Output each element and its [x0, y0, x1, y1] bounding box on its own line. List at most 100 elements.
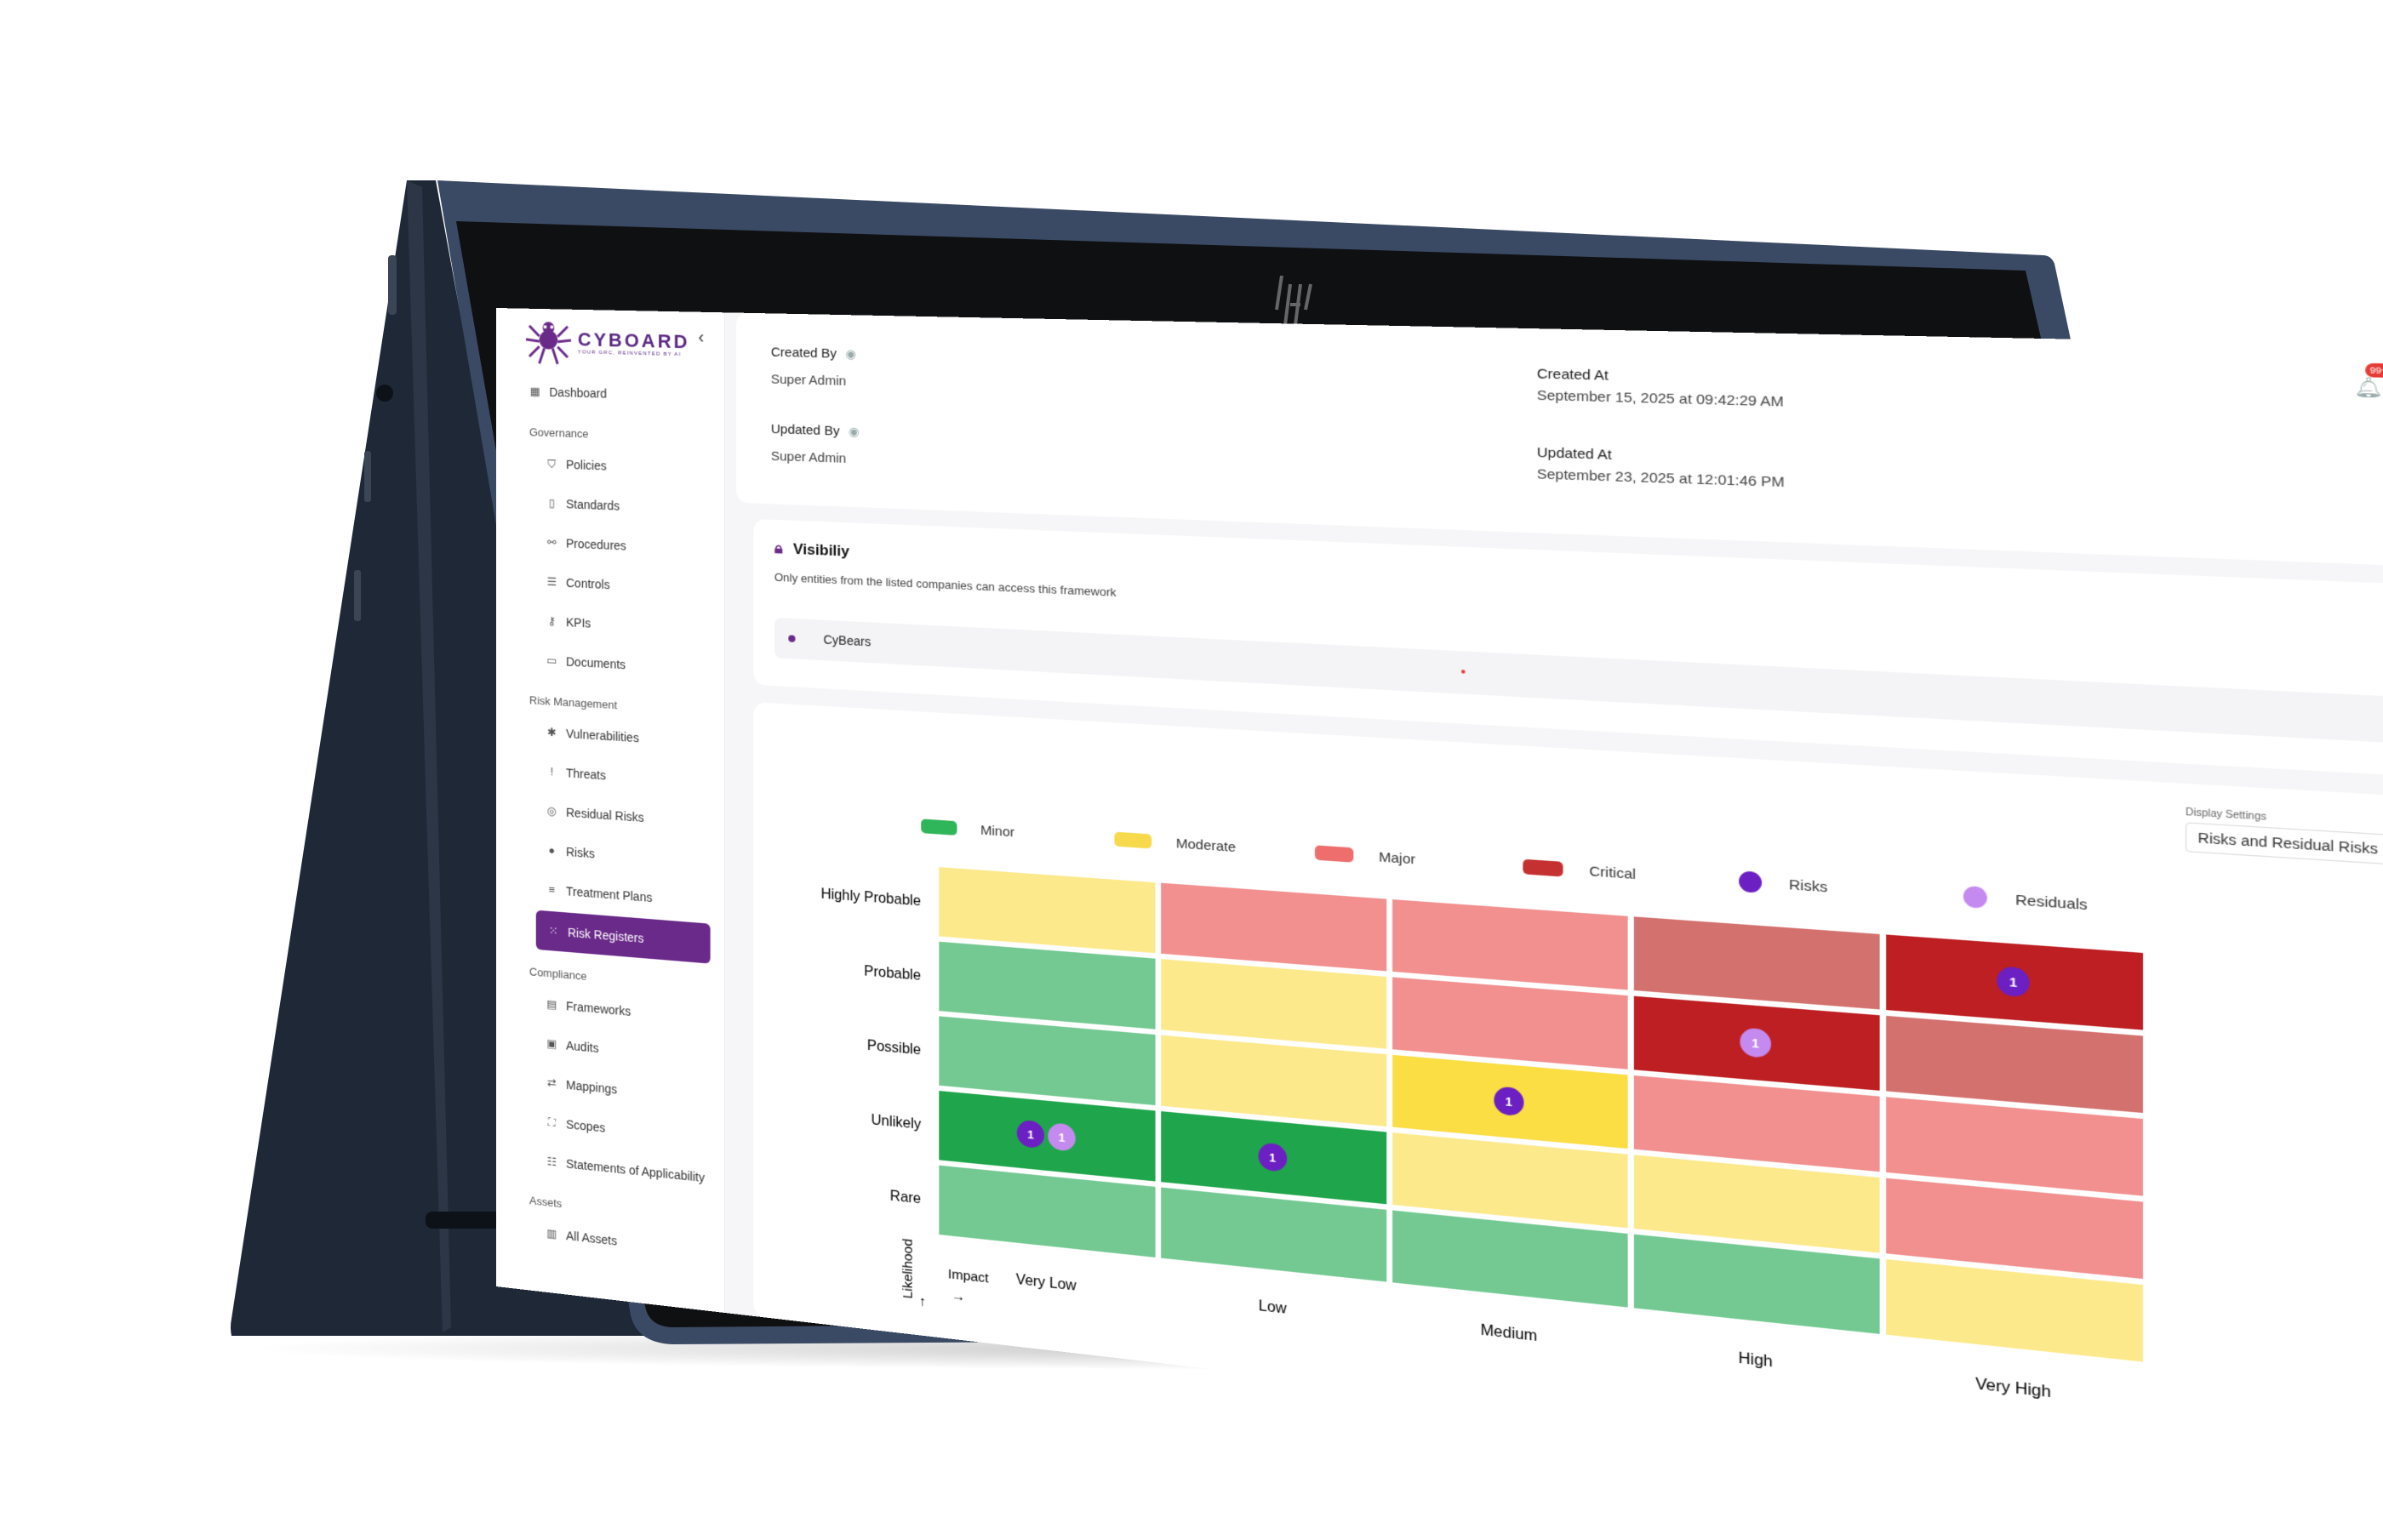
heatmap-cell[interactable]: [1392, 899, 1628, 990]
book-icon: ▤: [546, 998, 558, 1011]
heatmap-cell[interactable]: [1161, 883, 1386, 972]
bug-icon: ✱: [546, 727, 558, 739]
warning-circle-icon: ●: [546, 844, 558, 857]
top-actions: 🔔︎ 99+ ☺: [2354, 373, 2383, 405]
heatmap-cell[interactable]: [939, 1016, 1155, 1105]
likelihood-axis-label: Likelihood: [901, 1238, 916, 1299]
sidebar-item-label: Frameworks: [566, 999, 631, 1018]
visibility-header: 🔒︎ Visibiliy: [774, 539, 849, 560]
eye-icon[interactable]: ◉: [849, 424, 860, 439]
sidebar-item-label: Treatment Plans: [566, 884, 652, 904]
box-icon: ▥: [546, 1227, 558, 1241]
marker-count: 1: [1752, 1035, 1759, 1051]
key-icon: ⚷: [546, 615, 558, 628]
heatmap-cell[interactable]: [1886, 1016, 2143, 1113]
folder-icon: ▭: [546, 654, 558, 667]
heatmap-cell[interactable]: [1392, 1132, 1628, 1228]
sidebar-item-label: Risk Registers: [568, 926, 643, 945]
side-port: [376, 385, 393, 402]
heatmap-cell[interactable]: [1634, 1235, 1880, 1334]
sidebar-item-label: KPIs: [566, 615, 591, 630]
sidebar-item-label: All Assets: [566, 1229, 617, 1248]
heatmap-cell[interactable]: [939, 1091, 1155, 1181]
eye-icon[interactable]: ◉: [845, 346, 856, 362]
brand-logo[interactable]: CYBOARD YOUR GRC, REINVENTED BY AI: [524, 316, 690, 369]
grid-icon: ▦: [529, 385, 541, 397]
heatmap-cell[interactable]: [1161, 1035, 1386, 1126]
heatmap-cell[interactable]: [939, 1166, 1155, 1258]
side-button-2: [364, 451, 371, 502]
spider-logo-icon: [524, 316, 573, 367]
shield-icon: ⛉: [546, 458, 558, 471]
marker-count: 1: [1506, 1094, 1512, 1109]
heatmap-cell[interactable]: [1392, 1211, 1628, 1308]
sidebar-item-label: Scopes: [566, 1117, 605, 1135]
entity-name: CyBears: [824, 632, 871, 648]
heatmap-cell[interactable]: [1161, 1188, 1386, 1282]
sidebar-item-label: Mappings: [566, 1078, 617, 1097]
sidebar-item-dashboard[interactable]: ▦ Dashboard: [496, 371, 724, 417]
updated-by-label: Updated By: [771, 422, 840, 439]
main-content: Created By ◉ Super Admin Updated By ◉ Supe…: [736, 313, 2383, 1522]
arrow-right-icon: →: [951, 1289, 965, 1305]
marker-count: 1: [1059, 1131, 1066, 1145]
heatmap-cell[interactable]: [939, 867, 1155, 953]
column-label: Very High: [1975, 1376, 2051, 1400]
sidebar-item-label: Threats: [566, 766, 606, 782]
lock-icon: 🔒︎: [774, 539, 783, 557]
row-label: Probable: [864, 964, 921, 984]
heatmap-cell[interactable]: [1634, 1075, 1880, 1172]
heatmap-cell[interactable]: [939, 942, 1155, 1030]
alert-icon: !: [546, 766, 558, 779]
heatmap-cell[interactable]: [1161, 959, 1386, 1049]
scope-icon: ⛶: [546, 1116, 558, 1129]
created-by-label: Created By: [771, 345, 837, 361]
file-icon: ▯: [546, 497, 558, 510]
heatmap-cell[interactable]: [1392, 977, 1628, 1069]
created-at-label: Created At: [1537, 366, 1609, 384]
column-label: Medium: [1481, 1322, 1538, 1344]
created-at: Created At September 15, 2025 at 09:42:2…: [1537, 366, 1784, 410]
visibility-title: Visibiliy: [793, 540, 849, 560]
sidebar: CYBOARD YOUR GRC, REINVENTED BY AI ‹ ▦ D…: [496, 308, 725, 1313]
arrows-icon: ⇄: [546, 1077, 558, 1090]
updated-at-value: September 23, 2025 at 12:01:46 PM: [1537, 466, 1785, 490]
side-button-3: [354, 570, 361, 621]
sidebar-item-label: Vulnerabilities: [566, 727, 639, 744]
sidebar-item-label: Policies: [566, 458, 607, 473]
heatmap-cell[interactable]: [1634, 916, 1880, 1009]
workflow-icon: ⚯: [546, 536, 558, 549]
side-button-1: [388, 255, 397, 315]
row-label: Rare: [890, 1189, 922, 1207]
grid-dots-icon: ⁙: [547, 925, 559, 938]
sidebar-item-label: Statements of Applicability: [566, 1156, 705, 1184]
row-label: Unlikely: [871, 1113, 922, 1133]
updated-by: Updated By ◉ Super Admin: [771, 422, 860, 467]
target-icon: ◎: [546, 805, 558, 818]
created-by-value: Super Admin: [771, 372, 856, 389]
checklist-icon: ☷: [546, 1155, 558, 1168]
marker-count: 1: [2009, 974, 2017, 990]
column-label: Low: [1259, 1298, 1288, 1317]
sliders-icon: ☰: [546, 576, 558, 589]
visibility-description: Only entities from the listed companies …: [774, 570, 1117, 599]
row-label: Possible: [867, 1038, 922, 1058]
sidebar-item-label: Residual Risks: [566, 806, 644, 824]
sidebar-item-label: Dashboard: [549, 385, 607, 401]
updated-at: Updated At September 23, 2025 at 12:01:4…: [1537, 445, 1785, 491]
sidebar-item-label: Audits: [566, 1038, 598, 1055]
chevron-left-icon[interactable]: ‹: [698, 328, 704, 348]
clipboard-icon: ▣: [546, 1037, 558, 1050]
row-label: Highly Probable: [821, 887, 922, 910]
updated-at-label: Updated At: [1537, 445, 1612, 464]
column-label: Very Low: [1016, 1272, 1077, 1294]
status-dot: [1461, 670, 1466, 674]
bell-icon[interactable]: 🔔︎ 99+: [2354, 375, 2383, 402]
updated-by-value: Super Admin: [771, 449, 860, 467]
bullet-icon: [788, 635, 795, 642]
arrow-up-icon: ↑: [919, 1294, 926, 1309]
sidebar-item-label: Controls: [566, 576, 610, 592]
list-check-icon: ≡: [546, 883, 558, 896]
heatmap-cell[interactable]: [1886, 1097, 2143, 1195]
sidebar-item-label: Procedures: [566, 536, 626, 552]
